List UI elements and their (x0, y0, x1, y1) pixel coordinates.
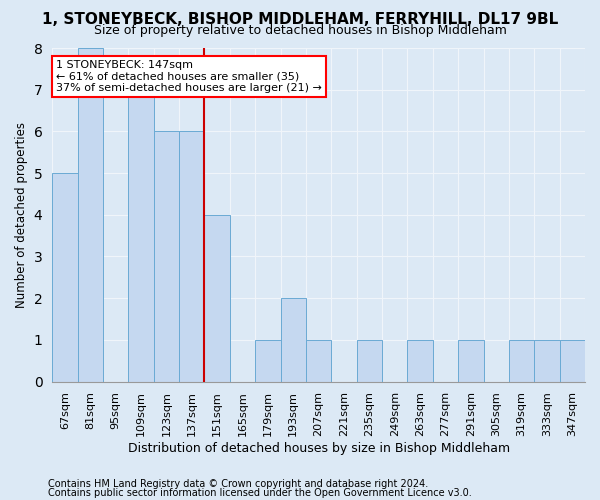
Bar (356, 340, 382, 382)
Bar (205, 215, 230, 382)
Text: Contains public sector information licensed under the Open Government Licence v3: Contains public sector information licen… (48, 488, 472, 498)
Bar (560, 340, 585, 382)
Bar (255, 340, 281, 382)
Bar (52, 173, 77, 382)
Bar (306, 340, 331, 382)
Bar (77, 48, 103, 382)
Bar (458, 340, 484, 382)
Bar (509, 340, 534, 382)
Text: 1 STONEYBECK: 147sqm
← 61% of detached houses are smaller (35)
37% of semi-detac: 1 STONEYBECK: 147sqm ← 61% of detached h… (56, 60, 322, 93)
Text: Size of property relative to detached houses in Bishop Middleham: Size of property relative to detached ho… (94, 24, 506, 37)
Bar (154, 132, 179, 382)
Text: Contains HM Land Registry data © Crown copyright and database right 2024.: Contains HM Land Registry data © Crown c… (48, 479, 428, 489)
Bar (534, 340, 560, 382)
Bar (179, 132, 205, 382)
Bar (407, 340, 433, 382)
Text: 1, STONEYBECK, BISHOP MIDDLEHAM, FERRYHILL, DL17 9BL: 1, STONEYBECK, BISHOP MIDDLEHAM, FERRYHI… (42, 12, 558, 28)
Bar (128, 90, 154, 382)
Y-axis label: Number of detached properties: Number of detached properties (15, 122, 28, 308)
Bar (281, 298, 306, 382)
X-axis label: Distribution of detached houses by size in Bishop Middleham: Distribution of detached houses by size … (128, 442, 509, 455)
